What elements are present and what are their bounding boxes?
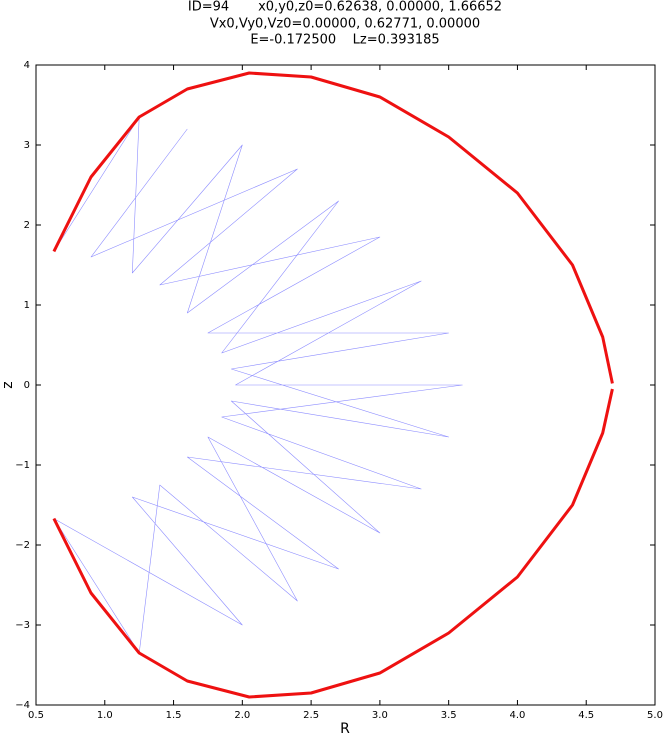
y-tick-label: 2 [24,220,30,231]
title-line: Vx0,Vy0,Vz0=0.00000, 0.62771, 0.00000 [210,17,480,32]
x-tick-label: 4.0 [509,710,525,721]
y-axis-label: z [0,381,16,388]
y-tick-label: 1 [24,300,30,311]
y-tick-label: −4 [15,700,30,711]
y-tick-label: 3 [24,140,30,151]
x-tick-label: 3.5 [441,710,457,721]
x-tick-label: 1.0 [97,710,113,721]
y-tick-label: −2 [15,540,30,551]
orbit-line [53,116,463,654]
x-tick-label: 0.5 [28,710,44,721]
title-line: E=-0.172500 Lz=0.393185 [250,33,439,48]
y-tick-label: −1 [15,460,30,471]
x-tick-label: 4.5 [578,710,594,721]
x-tick-label: 3.0 [372,710,388,721]
title-line: ID=94 x0,y0,z0=0.62638, 0.00000, 1.66652 [188,0,502,15]
y-tick-label: −3 [15,620,30,631]
x-tick-label: 5.0 [647,710,663,721]
x-axis-label: R [340,721,350,736]
x-tick-label: 1.5 [166,710,182,721]
y-tick-label: 0 [24,380,30,391]
x-tick-label: 2.0 [234,710,250,721]
x-tick-label: 2.5 [303,710,319,721]
y-tick-label: 4 [24,60,30,71]
orbit-line [52,71,614,699]
